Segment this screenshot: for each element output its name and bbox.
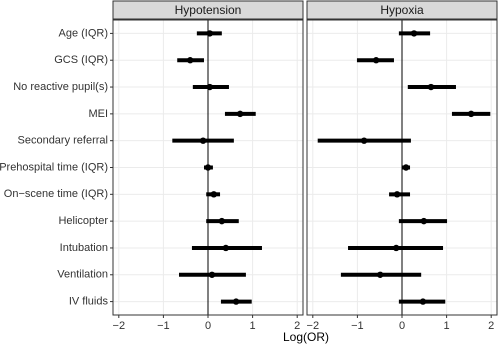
point [218, 217, 226, 225]
point [208, 271, 216, 278]
x-axis-label: Log(OR) [283, 330, 329, 344]
point [427, 83, 435, 91]
point [467, 110, 475, 118]
x-tick-label: 0 [205, 320, 211, 332]
point [186, 57, 194, 64]
point [236, 110, 244, 118]
point [206, 83, 213, 91]
point [360, 137, 368, 144]
point [204, 164, 212, 171]
y-tick-label: Prehospital time (IQR) [0, 161, 108, 173]
x-tick-label: 2 [488, 320, 494, 332]
point [410, 30, 418, 37]
point [420, 217, 428, 225]
y-tick-label: GCS (IQR) [54, 54, 108, 66]
point [372, 57, 380, 64]
y-tick-label: Ventilation [57, 269, 108, 281]
point [199, 137, 207, 144]
y-tick-label: Helicopter [58, 215, 108, 227]
point [402, 164, 410, 171]
x-tick-label: 2 [294, 320, 300, 332]
panel-title: Hypotension [175, 3, 242, 17]
point [419, 298, 427, 305]
y-tick-label: Age (IQR) [58, 27, 108, 39]
strip [112, 0, 304, 20]
point [206, 30, 213, 37]
y-tick-label: No reactive pupil(s) [13, 81, 108, 93]
x-tick-label: −2 [307, 320, 320, 332]
panel-title: Hypoxia [380, 3, 424, 17]
point [376, 271, 384, 278]
point [393, 244, 400, 252]
point [210, 191, 217, 198]
point [393, 191, 401, 198]
x-tick-label: −1 [351, 320, 364, 332]
point [222, 244, 230, 252]
y-tick-label: Secondary referral [18, 135, 109, 147]
x-tick-label: 1 [250, 320, 256, 332]
x-tick-label: −1 [157, 320, 170, 332]
y-tick-label: MEI [88, 108, 108, 120]
x-tick-label: 1 [444, 320, 450, 332]
x-tick-label: −2 [113, 320, 126, 332]
panel-border [306, 19, 498, 316]
y-tick-label: On−scene time (IQR) [4, 188, 108, 200]
point [232, 298, 240, 305]
y-tick-label: Intubation [60, 242, 108, 254]
strip [306, 0, 498, 20]
x-tick-label: 0 [399, 320, 405, 332]
y-tick-label: IV fluids [69, 295, 109, 307]
